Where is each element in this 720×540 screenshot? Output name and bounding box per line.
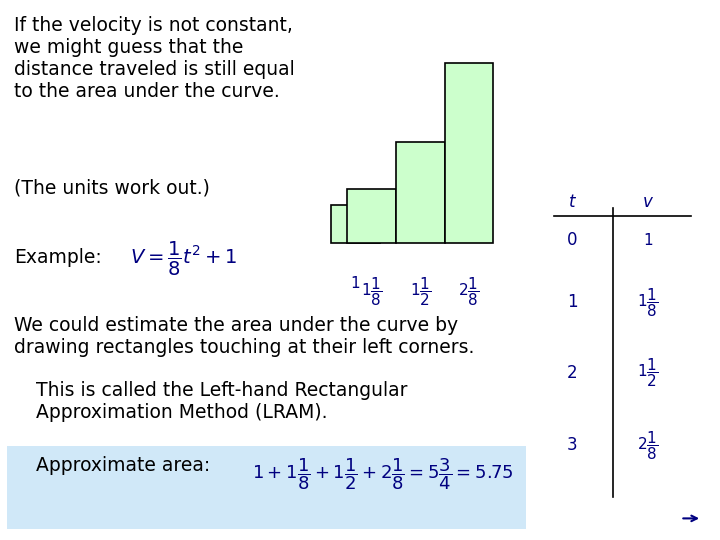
Text: 0: 0 — [567, 231, 577, 249]
Text: $1\dfrac{1}{8}$: $1\dfrac{1}{8}$ — [637, 286, 659, 319]
Text: $V = \dfrac{1}{8}t^2 + 1$: $V = \dfrac{1}{8}t^2 + 1$ — [130, 240, 236, 279]
Text: $2\dfrac{1}{8}$: $2\dfrac{1}{8}$ — [458, 275, 480, 308]
Text: $v$: $v$ — [642, 193, 654, 211]
Text: Example:: Example: — [14, 248, 102, 267]
Text: 2: 2 — [567, 363, 577, 382]
Text: $1$: $1$ — [351, 275, 361, 292]
Text: $1 + 1\dfrac{1}{8} + 1\dfrac{1}{2} + 2\dfrac{1}{8} = 5\dfrac{3}{4} = 5.75$: $1 + 1\dfrac{1}{8} + 1\dfrac{1}{2} + 2\d… — [252, 456, 513, 492]
Bar — [445, 64, 493, 243]
Text: $1\dfrac{1}{2}$: $1\dfrac{1}{2}$ — [410, 275, 431, 308]
Text: 1: 1 — [567, 293, 577, 312]
Text: $1\dfrac{1}{2}$: $1\dfrac{1}{2}$ — [637, 356, 659, 389]
Bar — [396, 142, 445, 243]
Text: $1$: $1$ — [643, 232, 653, 248]
Bar — [331, 205, 380, 243]
Text: $2\dfrac{1}{8}$: $2\dfrac{1}{8}$ — [637, 429, 659, 462]
Text: (The units work out.): (The units work out.) — [14, 178, 210, 197]
Text: $t$: $t$ — [568, 193, 577, 211]
Text: This is called the Left-hand Rectangular
Approximation Method (LRAM).: This is called the Left-hand Rectangular… — [36, 381, 408, 422]
FancyBboxPatch shape — [7, 446, 526, 529]
Text: If the velocity is not constant,
we might guess that the
distance traveled is st: If the velocity is not constant, we migh… — [14, 16, 295, 101]
Text: 3: 3 — [567, 436, 577, 455]
Bar — [348, 190, 396, 243]
Text: Approximate area:: Approximate area: — [36, 456, 210, 475]
Text: $1\dfrac{1}{8}$: $1\dfrac{1}{8}$ — [361, 275, 382, 308]
Text: We could estimate the area under the curve by
drawing rectangles touching at the: We could estimate the area under the cur… — [14, 316, 474, 357]
